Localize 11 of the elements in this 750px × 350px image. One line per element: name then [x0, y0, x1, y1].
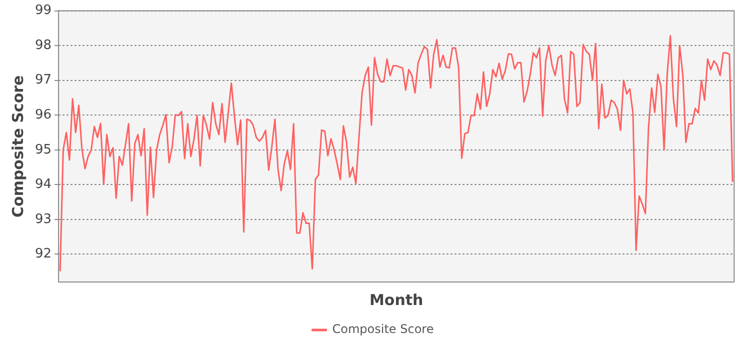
y-tick-label: 94 — [34, 177, 52, 192]
y-tick-label: 93 — [34, 212, 52, 227]
y-tick-label: 95 — [34, 142, 52, 158]
y-tick-label: 92 — [34, 246, 52, 262]
y-tick-label: 99 — [34, 3, 52, 18]
y-tick-label: 97 — [34, 72, 52, 88]
x-axis-title: Month — [369, 290, 424, 309]
y-tick-label: 98 — [34, 38, 52, 53]
legend-label: Composite Score — [332, 322, 434, 336]
y-axis-title: Composite Score — [8, 75, 27, 218]
y-tick-label: 96 — [34, 107, 52, 122]
